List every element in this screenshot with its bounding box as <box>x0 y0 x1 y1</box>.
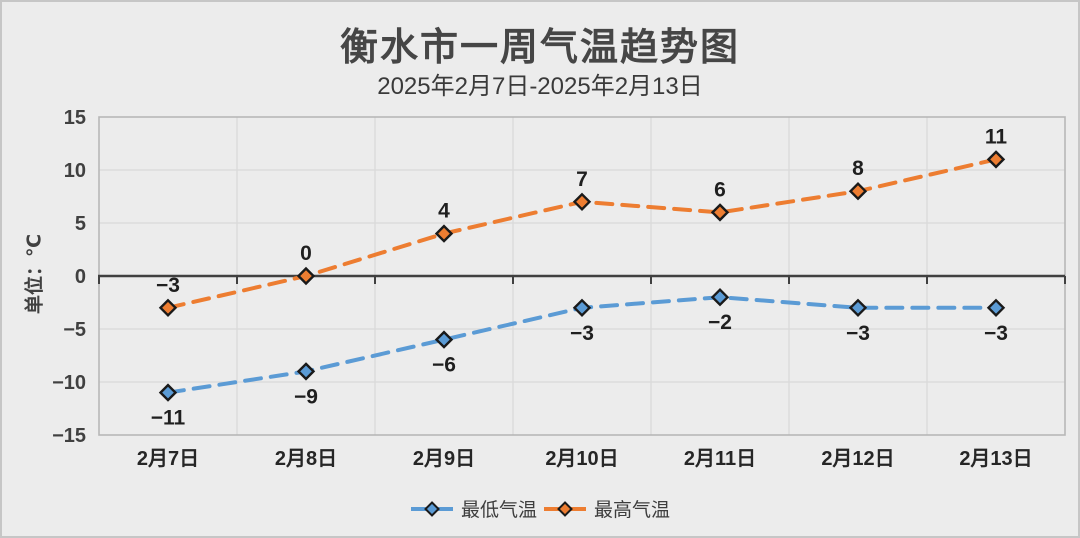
data-label: 4 <box>438 200 450 223</box>
svg-text:0: 0 <box>75 266 86 288</box>
legend-item-0: 最低气温 <box>410 495 537 522</box>
svg-text:−15: −15 <box>52 425 86 447</box>
series-1-max-temperature: −3 0 4 7 6 8 11 <box>156 125 1008 317</box>
data-point-marker <box>158 383 178 402</box>
svg-text:5: 5 <box>75 213 86 235</box>
legend-marker-icon <box>410 500 453 517</box>
svg-text:15: 15 <box>64 107 86 129</box>
data-point-marker <box>848 182 868 201</box>
data-label: −3 <box>984 322 1008 345</box>
data-label: −6 <box>432 354 456 377</box>
legend-label: 最高气温 <box>594 500 671 521</box>
data-point-marker <box>296 266 316 286</box>
legend-label: 最低气温 <box>460 500 537 521</box>
data-point-marker <box>572 192 592 211</box>
data-label: −3 <box>156 274 180 297</box>
svg-text:−5: −5 <box>63 319 86 341</box>
zero-axis <box>98 274 1066 284</box>
svg-text:2月7日: 2月7日 <box>137 448 199 470</box>
data-point-marker <box>848 298 868 317</box>
data-label: −9 <box>294 385 318 408</box>
svg-text:2月8日: 2月8日 <box>275 448 337 470</box>
data-point-marker <box>434 330 454 349</box>
chart-title: 衡水市一周气温趋势图 <box>339 27 740 69</box>
data-label: 11 <box>985 125 1008 148</box>
svg-text:2月12日: 2月12日 <box>821 448 894 470</box>
svg-text:2月9日: 2月9日 <box>413 448 475 470</box>
data-label: −3 <box>846 322 870 345</box>
data-label: −3 <box>570 322 594 345</box>
data-point-marker <box>710 203 730 222</box>
legend-marker-icon <box>544 500 586 517</box>
chart-legend: 最低气温 最高气温 <box>2 495 1078 522</box>
data-point-marker <box>572 298 592 317</box>
svg-text:2月13日: 2月13日 <box>959 448 1032 470</box>
data-label: 7 <box>576 168 588 191</box>
data-label: −2 <box>708 311 732 334</box>
data-point-marker <box>986 150 1006 169</box>
svg-text:10: 10 <box>64 160 86 182</box>
data-point-marker <box>710 288 730 307</box>
chart-subtitle: 2025年2月7日-2025年2月13日 <box>377 73 703 100</box>
data-label: −11 <box>151 407 186 430</box>
data-point-marker <box>986 298 1006 317</box>
data-point-marker <box>158 298 178 317</box>
data-label: 8 <box>852 157 864 180</box>
series-0-min-temperature: −11 −9 −6 −3 −2 −3 −3 <box>151 288 1008 430</box>
data-label: 6 <box>714 178 726 201</box>
svg-text:−10: −10 <box>52 372 86 394</box>
data-point-marker <box>296 362 316 381</box>
data-point-marker <box>434 224 454 243</box>
data-label: 0 <box>300 242 312 265</box>
legend-item-1: 最高气温 <box>543 495 670 522</box>
x-axis-category-labels: 2月7日 2月8日 2月9日 2月10日 2月11日 2月12日 2月13日 <box>137 448 1033 470</box>
svg-text:2月10日: 2月10日 <box>545 448 618 470</box>
svg-text:2月11日: 2月11日 <box>684 448 756 470</box>
y-axis-tick-labels: −15 −10 −5 0 5 10 15 <box>52 107 86 447</box>
